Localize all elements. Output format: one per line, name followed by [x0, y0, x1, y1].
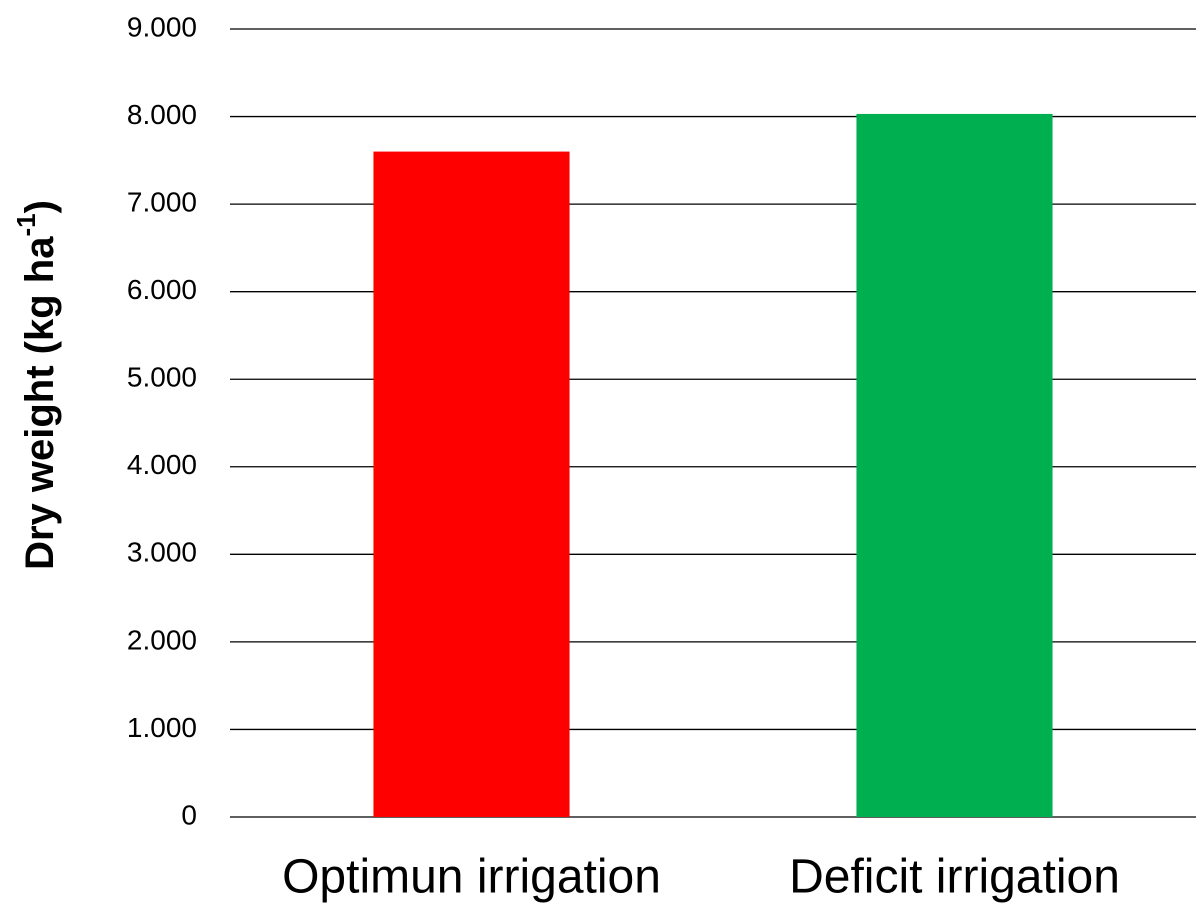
bar	[856, 113, 1053, 817]
y-axis-label-suffix: )	[18, 200, 62, 213]
x-tick-label: Optimun irrigation	[282, 851, 661, 904]
y-tick-label: 3.000	[127, 537, 197, 568]
y-tick-label: 0	[181, 799, 197, 830]
bar	[373, 151, 570, 818]
y-axis-label: Dry weight (kg ha-1)	[11, 200, 62, 570]
y-tick-label: 4.000	[127, 449, 197, 480]
y-axis-label-superscript: -1	[11, 213, 41, 236]
x-tick-label: Deficit irrigation	[789, 851, 1120, 904]
y-tick-label: 7.000	[127, 187, 197, 218]
y-tick-label: 1.000	[127, 712, 197, 743]
y-tick-label: 5.000	[127, 362, 197, 393]
y-tick-label: 9.000	[127, 11, 197, 42]
y-tick-label: 6.000	[127, 274, 197, 305]
y-tick-label: 8.000	[127, 99, 197, 130]
y-tick-label: 2.000	[127, 624, 197, 655]
y-axis-label-text: Dry weight (kg ha	[18, 236, 62, 570]
